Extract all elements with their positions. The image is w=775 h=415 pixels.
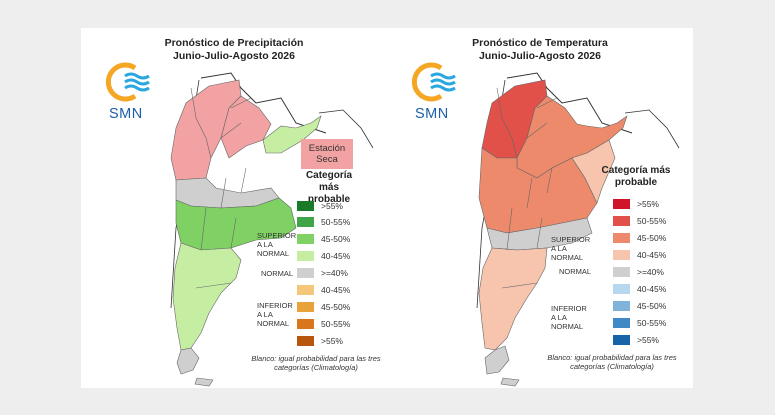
precipitation-panel: Pronóstico de Precipitación Junio-Julio-… <box>81 28 387 388</box>
precipitation-map <box>170 72 374 387</box>
precipitation-legend-title: Categoría más probable <box>305 170 353 205</box>
precip-legend-label-4: >=40% <box>321 268 348 278</box>
precip-legend-swatch-3 <box>297 251 314 261</box>
temperature-legend-title: Categoría más probable <box>601 165 671 188</box>
temp-legend-label-5: 40-45% <box>637 284 667 294</box>
temp-legend-swatch-5 <box>613 284 630 294</box>
precip-legend-swatch-6 <box>297 302 314 312</box>
smn-logo: SMN <box>411 62 461 122</box>
temp-legend-label-8: >55% <box>637 335 659 345</box>
precip-legend-swatch-5 <box>297 285 314 295</box>
precip-legend-label-7: 50-55% <box>321 319 351 329</box>
temp-legend-label-7: 50-55% <box>637 318 667 328</box>
smn-logo-text: SMN <box>109 106 143 122</box>
forecast-card: Pronóstico de Precipitación Junio-Julio-… <box>81 28 693 388</box>
temp-legend-swatch-6 <box>613 301 630 311</box>
precip-legend-label-2: 45-50% <box>321 234 351 244</box>
temp-legend-label-4: >=40% <box>637 267 664 277</box>
temperature-title: Pronóstico de Temperatura <box>472 37 608 49</box>
temperature-title-block: Pronóstico de Temperatura Junio-Julio-Ag… <box>387 37 693 63</box>
precip-legend-swatch-4 <box>297 268 314 278</box>
precipitation-subtitle: Junio-Julio-Agosto 2026 <box>173 50 295 62</box>
precip-note: Blanco: igual probabilidad para las tres… <box>251 354 381 372</box>
temp-legend-swatch-2 <box>613 233 630 243</box>
temp-legend-label-6: 45-50% <box>637 301 667 311</box>
precip-legend-label-6: 45-50% <box>321 302 351 312</box>
temp-legend-label-2: 45-50% <box>637 233 667 243</box>
precip-legend-swatch-8 <box>297 336 314 346</box>
temperature-map <box>476 72 680 387</box>
precip-legend-label-5: 40-45% <box>321 285 351 295</box>
precip-legend-label-3: 40-45% <box>321 251 351 261</box>
precip-category-inferior: INFERIOR A LA NORMAL <box>257 301 293 328</box>
precipitation-title: Pronóstico de Precipitación <box>164 37 304 49</box>
precip-legend-swatch-0 <box>297 201 314 211</box>
precipitation-title-block: Pronóstico de Precipitación Junio-Julio-… <box>81 37 387 63</box>
precip-legend-label-0: >55% <box>321 201 343 211</box>
precip-legend-swatch-7 <box>297 319 314 329</box>
precip-legend-swatch-1 <box>297 217 314 227</box>
temp-legend-label-0: >55% <box>637 199 659 209</box>
temp-legend-swatch-0 <box>613 199 630 209</box>
temp-legend-swatch-4 <box>613 267 630 277</box>
temperature-panel: Pronóstico de Temperatura Junio-Julio-Ag… <box>387 28 693 388</box>
precip-category-superior: SUPERIOR A LA NORMAL <box>257 231 297 258</box>
precip-legend-swatch-2 <box>297 234 314 244</box>
smn-logo: SMN <box>105 62 155 122</box>
dry-season-label: Estación Seca <box>301 139 353 169</box>
temp-legend-swatch-7 <box>613 318 630 328</box>
temp-legend-swatch-3 <box>613 250 630 260</box>
smn-logo-icon <box>411 62 456 102</box>
temp-legend-label-1: 50-55% <box>637 216 667 226</box>
temp-category-inferior: INFERIOR A LA NORMAL <box>551 304 587 331</box>
temp-legend-label-3: 40-45% <box>637 250 667 260</box>
smn-logo-icon <box>105 62 150 102</box>
precip-legend-label-1: 50-55% <box>321 217 351 227</box>
temp-legend-swatch-1 <box>613 216 630 226</box>
temp-category-superior: SUPERIOR A LA NORMAL <box>551 235 591 262</box>
smn-logo-text: SMN <box>415 106 449 122</box>
temperature-subtitle: Junio-Julio-Agosto 2026 <box>479 50 601 62</box>
temp-category-normal: NORMAL <box>559 267 592 276</box>
precip-legend-label-8: >55% <box>321 336 343 346</box>
precip-category-normal: NORMAL <box>261 269 294 278</box>
temp-note: Blanco: igual probabilidad para las tres… <box>547 353 677 371</box>
temp-legend-swatch-8 <box>613 335 630 345</box>
